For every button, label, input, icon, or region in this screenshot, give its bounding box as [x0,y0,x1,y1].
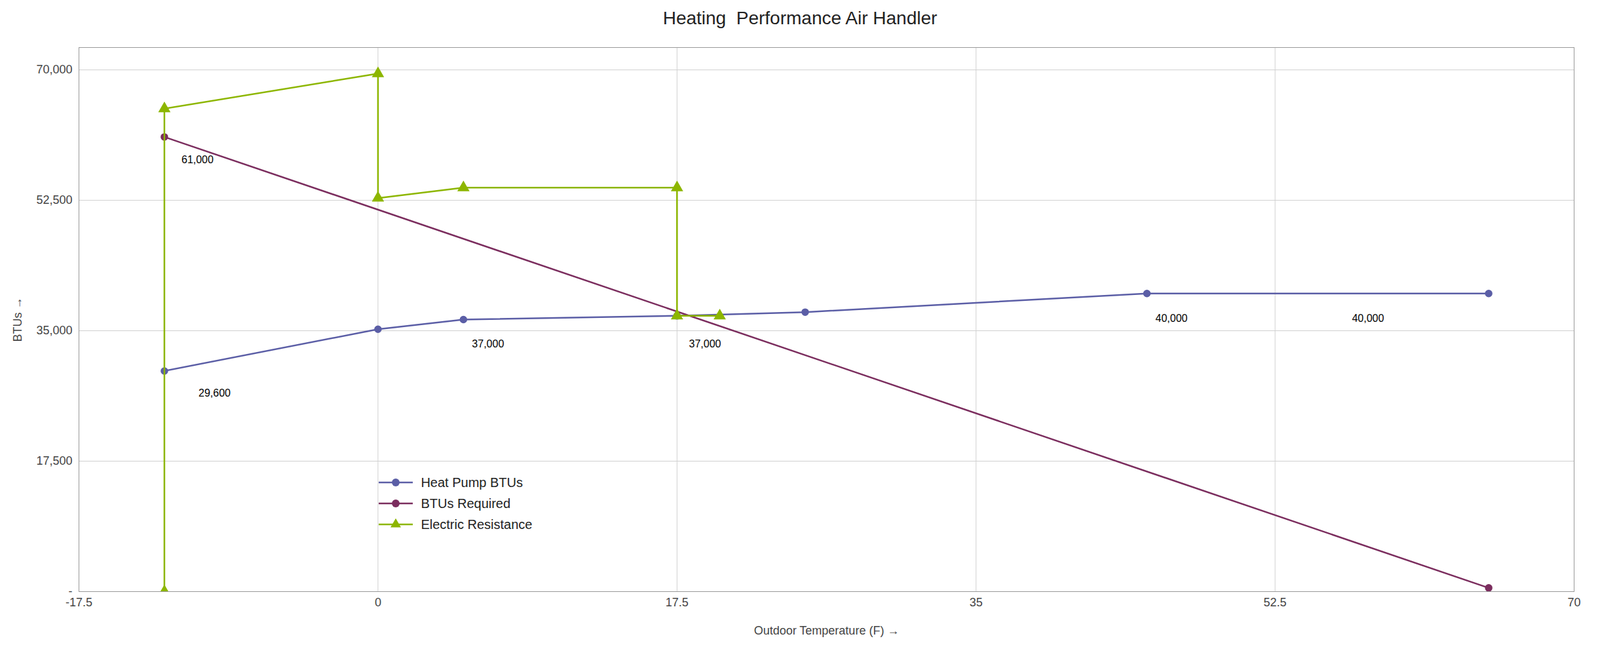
svg-text:17,500: 17,500 [36,454,73,468]
svg-text:61,000: 61,000 [181,153,214,166]
svg-text:35,000: 35,000 [36,323,73,337]
html-text:BTUs Required: BTUs Required [420,495,511,511]
svg-text:-17.5: -17.5 [65,595,93,609]
svg-text:40,000: 40,000 [1351,312,1384,324]
svg-text:70,000: 70,000 [36,62,73,77]
svg-text:35: 35 [969,595,983,609]
svg-text:52,500: 52,500 [36,193,73,207]
svg-text:70: 70 [1567,595,1581,609]
svg-text:52.5: 52.5 [1263,595,1287,609]
html-text:Heat Pump BTUs: Heat Pump BTUs [420,474,523,490]
svg-text:Outdoor Temperature (F) →: Outdoor Temperature (F) → [754,623,900,637]
svg-text:37,000: 37,000 [689,338,722,350]
svg-text:37,000: 37,000 [471,338,504,350]
svg-text:BTUs →: BTUs → [11,296,25,342]
html-text:Heating Performance Air Handle: Heating Performance Air Handler [662,7,938,29]
html-text:Electric Resistance: Electric Resistance [420,516,533,532]
svg-text:0: 0 [374,595,382,609]
svg-text:40,000: 40,000 [1155,312,1188,324]
svg-text:17.5: 17.5 [665,595,689,609]
svg-text:29,600: 29,600 [198,387,231,399]
